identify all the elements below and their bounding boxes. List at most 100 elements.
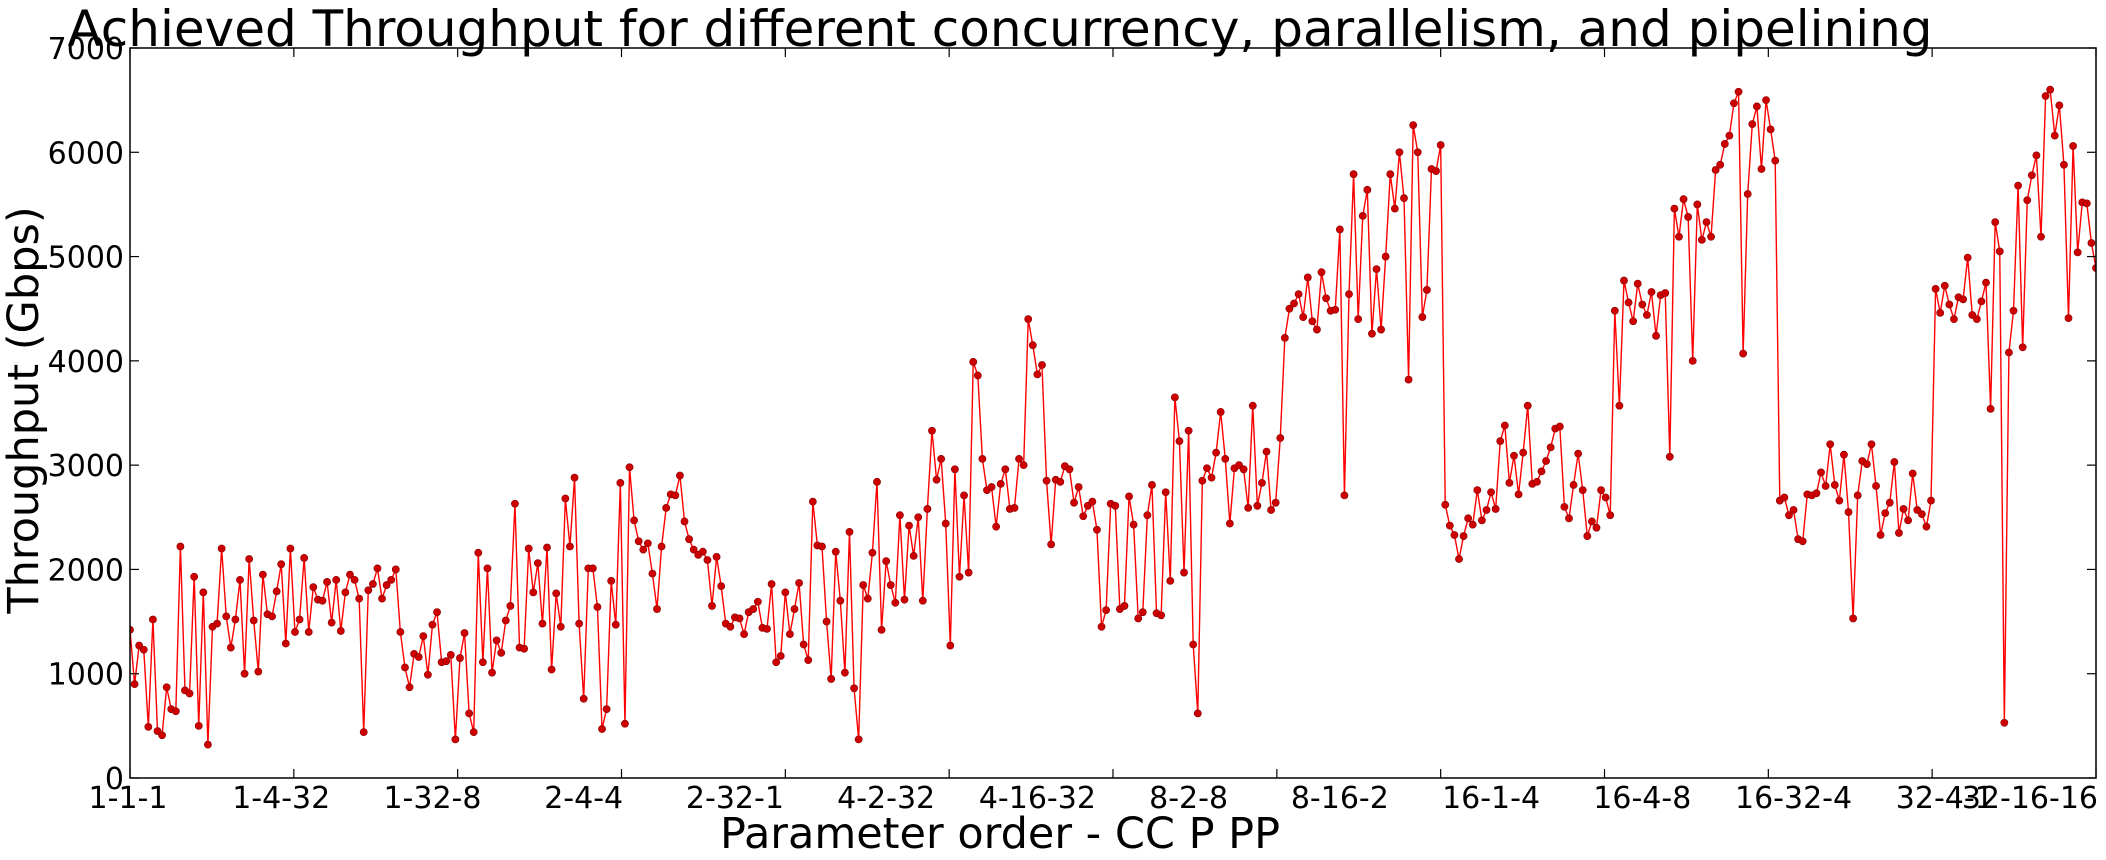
data-point — [1363, 185, 1372, 194]
data-point — [621, 719, 629, 728]
data-point — [786, 630, 794, 638]
data-point — [2041, 92, 2050, 100]
data-point — [281, 639, 290, 648]
data-point — [643, 539, 652, 548]
data-point — [1748, 120, 1757, 129]
data-point — [1262, 447, 1271, 456]
data-point — [1372, 265, 1381, 273]
data-point — [1455, 555, 1463, 563]
data-point — [497, 648, 506, 657]
data-point — [277, 560, 286, 569]
data-point — [1423, 286, 1431, 294]
x-tick-label: 32-4-1 — [1896, 781, 1994, 816]
x-tick-label: 2-32-1 — [686, 781, 784, 816]
data-point — [1876, 531, 1885, 539]
data-point — [1001, 465, 1010, 474]
data-point — [423, 670, 432, 679]
data-point — [753, 597, 762, 606]
data-point — [332, 575, 341, 584]
data-point — [575, 619, 584, 628]
data-point — [414, 653, 423, 661]
data-point — [1290, 299, 1298, 308]
data-point — [1977, 297, 1986, 306]
data-point — [1170, 393, 1179, 402]
data-point — [1642, 311, 1651, 319]
y-tick-label: 2000 — [48, 553, 124, 588]
data-point — [1047, 540, 1056, 549]
x-tick-label: 4-16-32 — [979, 781, 1096, 816]
data-point — [1711, 166, 1720, 174]
data-point — [1533, 477, 1541, 486]
data-point — [373, 564, 382, 573]
data-point — [1299, 313, 1308, 321]
data-point — [1097, 622, 1106, 631]
data-point — [868, 548, 877, 557]
data-point — [717, 582, 726, 591]
data-point — [556, 622, 565, 631]
data-point — [2023, 196, 2032, 205]
data-point — [1697, 235, 1706, 244]
data-point — [639, 545, 648, 554]
data-point — [300, 554, 309, 562]
data-point — [1574, 449, 1583, 458]
data-point — [465, 709, 474, 718]
data-point — [1665, 452, 1674, 461]
series-group — [130, 85, 2096, 749]
data-point — [1922, 522, 1931, 531]
data-point — [1720, 140, 1729, 148]
data-point — [1936, 308, 1945, 317]
series-line — [130, 87, 2096, 745]
data-point — [1615, 401, 1624, 410]
data-point — [204, 740, 212, 749]
data-point — [1203, 464, 1211, 473]
data-point — [451, 735, 460, 744]
data-point — [1890, 458, 1899, 466]
data-point — [859, 581, 868, 589]
data-point — [1166, 577, 1175, 585]
data-point — [1798, 537, 1807, 546]
data-point — [1693, 200, 1702, 209]
data-point — [1487, 488, 1495, 497]
data-point — [524, 544, 533, 553]
data-point — [1496, 437, 1505, 446]
data-point — [2000, 718, 2009, 727]
data-point — [1812, 489, 1821, 498]
data-point — [1459, 532, 1468, 540]
data-point — [1244, 503, 1253, 512]
data-point — [1647, 288, 1656, 296]
data-point — [1688, 356, 1697, 365]
data-point — [1560, 502, 1569, 511]
data-point — [547, 665, 556, 674]
data-point — [341, 588, 350, 597]
data-point — [130, 680, 139, 689]
data-point — [1280, 334, 1289, 342]
data-point — [831, 547, 840, 556]
data-point — [1065, 465, 1074, 474]
data-point — [772, 658, 781, 667]
data-point — [1592, 523, 1601, 532]
x-tick-label: 8-16-2 — [1291, 781, 1389, 816]
data-point — [176, 542, 185, 551]
data-point — [1725, 131, 1734, 140]
data-point — [1519, 448, 1528, 457]
data-point — [873, 477, 881, 486]
data-point — [1500, 421, 1509, 430]
data-point — [1881, 509, 1890, 518]
data-point — [1620, 276, 1628, 285]
data-point — [708, 602, 716, 610]
data-point — [1225, 519, 1234, 528]
data-point — [648, 569, 657, 578]
data-point — [712, 553, 721, 561]
data-point — [1349, 170, 1358, 179]
data-point — [1670, 204, 1679, 213]
data-point — [937, 454, 946, 463]
data-point — [336, 627, 345, 635]
data-point — [1102, 606, 1111, 614]
data-point — [1569, 481, 1578, 489]
data-point — [1904, 516, 1913, 525]
data-point — [511, 499, 519, 508]
data-point — [900, 595, 909, 604]
x-tick-label: 1-4-32 — [232, 781, 330, 816]
data-point — [804, 656, 813, 665]
